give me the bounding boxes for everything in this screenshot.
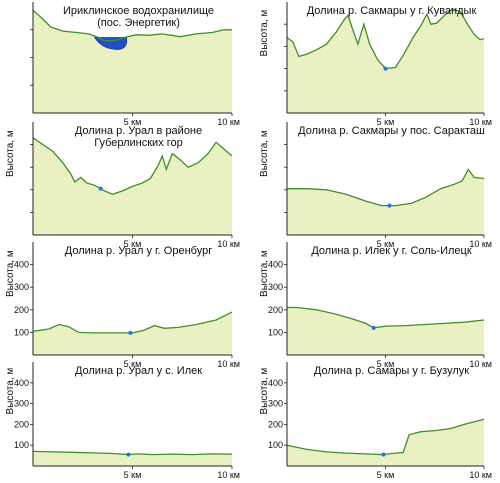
terrain-profile-line xyxy=(32,9,232,42)
profile-panel-8: 100 200 300 400 5 км 10 км Высота, м Долина р. … xyxy=(259,362,492,480)
terrain-fill xyxy=(33,10,232,113)
terrain-profile-line xyxy=(32,137,233,195)
x-tick-label: 5 км xyxy=(377,117,395,127)
panel-title: Долина р. Сакмары у пос. Саракташ xyxy=(298,125,485,137)
x-tick-label: 5 км xyxy=(124,470,142,480)
river-marker xyxy=(381,452,386,457)
y-axis-title: Высота, м xyxy=(5,250,16,297)
y-tick-label: 200 xyxy=(14,419,29,429)
x-tick-label: 10 км xyxy=(469,117,492,127)
y-tick-label: 200 xyxy=(268,305,283,315)
panel-title: Долина р. Илек у г. Соль-Илецк xyxy=(311,245,472,257)
x-tick-label: 10 км xyxy=(217,359,240,369)
x-tick-label: 10 км xyxy=(217,239,240,249)
panel-title: Губерлинских гор xyxy=(94,137,183,149)
y-axis-title: Высота, м xyxy=(259,10,270,57)
profile-panel-5: 100 200 300 400 5 км 10 км Высота, м Долина р. … xyxy=(5,242,240,369)
profile-panel-6: 100 200 300 400 5 км 10 км Высота, м Долина р. … xyxy=(259,242,492,369)
terrain-profile-line xyxy=(32,450,233,456)
x-tick-label: 5 км xyxy=(377,470,395,480)
panel-title: (пос. Энергетик) xyxy=(97,17,180,29)
terrain-fill xyxy=(287,419,484,466)
river-marker xyxy=(383,66,388,71)
y-axis-title: Высота, м xyxy=(259,368,270,415)
panel-title: Долина р. Урал в районе xyxy=(75,125,202,137)
x-tick-label: 5 км xyxy=(377,239,395,249)
x-tick-label: 5 км xyxy=(124,117,142,127)
river-marker xyxy=(128,330,133,335)
x-tick-label: 10 км xyxy=(469,470,492,480)
profile-panel-3: 5 км 10 км Высота, м Долина р. Урал в район… xyxy=(5,122,240,249)
y-tick-label: 300 xyxy=(268,282,283,292)
y-axis-title: Высота, м xyxy=(259,250,270,297)
y-axis-title: Высота, м xyxy=(5,130,16,177)
x-tick-label: 5 км xyxy=(124,359,142,369)
y-tick-label: 200 xyxy=(268,419,283,429)
river-marker xyxy=(371,325,376,330)
terrain-profile-line xyxy=(287,168,485,207)
terrain-profile-line xyxy=(286,418,485,456)
y-axis-title: Высота, м xyxy=(5,368,16,415)
river-marker xyxy=(387,203,392,208)
panel-title: Долина р. Урал у с. Илек xyxy=(75,365,202,377)
y-tick-label: 400 xyxy=(14,378,29,388)
terrain-fill xyxy=(287,169,484,235)
y-tick-label: 200 xyxy=(14,305,29,315)
profile-panel-2: 5 км 10 км Высота, м Долина р. Сакмары у г.… xyxy=(259,2,492,127)
terrain-fill xyxy=(287,8,484,114)
terrain-fill xyxy=(287,307,484,355)
y-tick-label: 300 xyxy=(14,282,29,292)
y-tick-label: 100 xyxy=(14,440,29,450)
y-tick-label: 100 xyxy=(14,327,29,337)
y-tick-label: 100 xyxy=(268,440,283,450)
terrain-fill xyxy=(33,451,232,466)
profile-panel-4: 5 км 10 км Высота, м Долина р. Сакмары у по… xyxy=(259,122,492,249)
y-tick-label: 400 xyxy=(268,378,283,388)
y-axis-title: Высота, м xyxy=(259,130,270,177)
x-tick-label: 10 км xyxy=(217,117,240,127)
y-tick-label: 400 xyxy=(268,260,283,270)
panel-title: Долина р. Самары у г. Бузулук xyxy=(314,365,469,377)
y-tick-label: 100 xyxy=(268,327,283,337)
x-tick-label: 10 км xyxy=(469,359,492,369)
y-tick-label: 400 xyxy=(14,260,29,270)
river-marker xyxy=(126,452,131,457)
profile-panel-7: 100 200 300 400 5 км 10 км Высота, м Долина р. … xyxy=(5,362,240,480)
panel-title: Ириклинское водохранилище xyxy=(63,5,214,17)
river-marker xyxy=(98,186,103,191)
y-tick-label: 300 xyxy=(14,399,29,409)
x-tick-label: 10 км xyxy=(469,239,492,249)
x-tick-label: 5 км xyxy=(377,359,395,369)
panel-title: Долина р. Урал у г. Оренбург xyxy=(65,245,212,257)
x-tick-label: 5 км xyxy=(124,239,142,249)
y-tick-label: 300 xyxy=(268,399,283,409)
panel-title: Долина р. Сакмары у г. Кувандык xyxy=(307,5,477,17)
profile-panel-1: 5 км 10 км Ириклинское водохранилище(пос. … xyxy=(30,2,240,127)
x-tick-label: 10 км xyxy=(217,470,240,480)
